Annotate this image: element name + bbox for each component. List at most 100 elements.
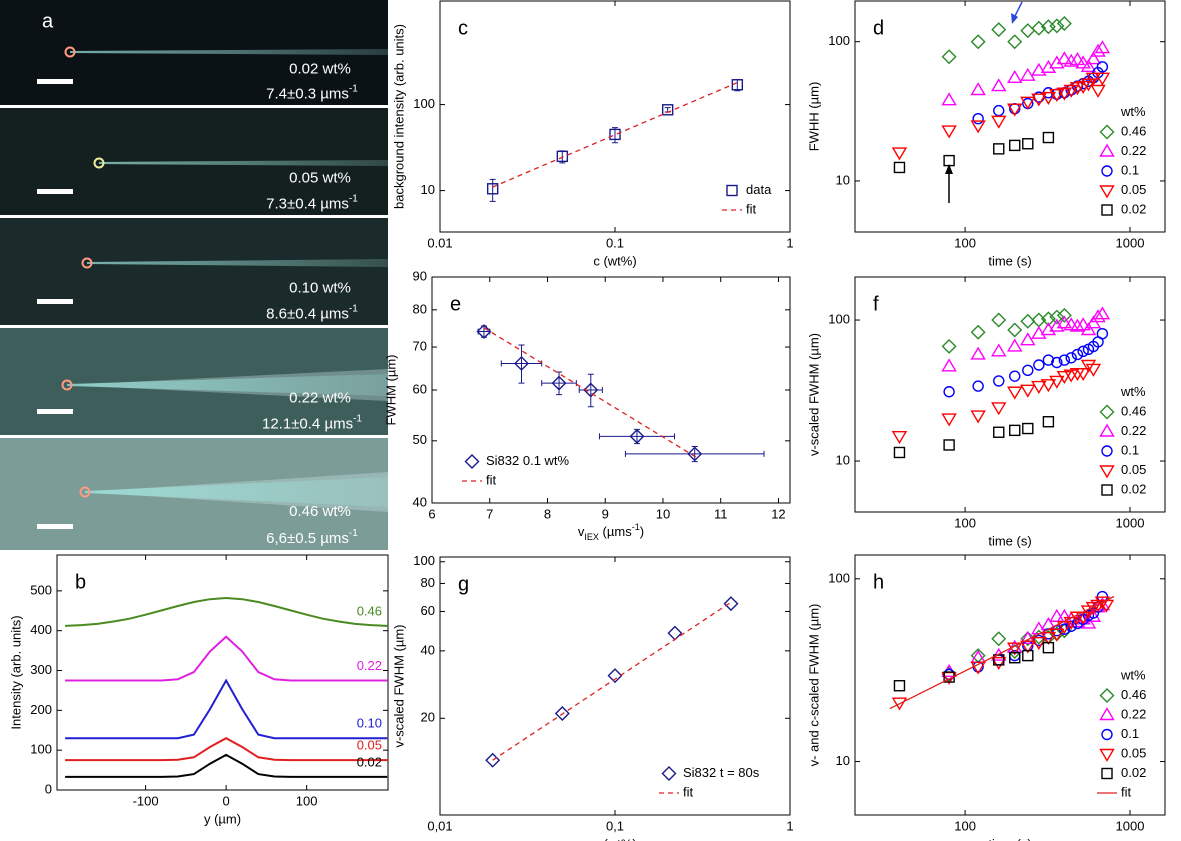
data-point xyxy=(972,112,984,125)
label-end: ) xyxy=(640,524,644,539)
data-point xyxy=(1022,138,1034,150)
data-point xyxy=(991,656,1007,671)
arrow xyxy=(1014,1,1023,17)
tail xyxy=(85,477,388,507)
x-tick-label: 1000 xyxy=(1116,515,1145,530)
data-point xyxy=(514,355,529,371)
speed-unit-sup: -1 xyxy=(349,84,358,95)
arrow-head xyxy=(945,164,953,174)
data-point xyxy=(1031,62,1047,76)
data-point xyxy=(1007,338,1023,352)
x-tick-label: -100 xyxy=(133,793,159,808)
x-tick-label: 0.01 xyxy=(427,235,452,250)
legend-label: 0.46 xyxy=(1121,123,1146,138)
tail xyxy=(87,259,388,267)
data-point xyxy=(970,661,986,675)
data-point xyxy=(893,161,906,174)
x-axis-label: time (s) xyxy=(988,533,1031,548)
scale-bar xyxy=(37,409,73,414)
data-point xyxy=(941,338,957,354)
y-tick-label: 40 xyxy=(421,642,435,657)
y-error-bar xyxy=(734,79,741,92)
data-point xyxy=(1065,352,1077,364)
data-point xyxy=(1051,356,1063,369)
speed-value: 8.6±0.4 µms xyxy=(266,305,349,322)
data-point xyxy=(993,104,1005,117)
data-point xyxy=(476,324,492,340)
x-tick-label: 0,01 xyxy=(427,818,452,833)
y-axis-label: v-scaled FWHM (µm) xyxy=(806,333,821,456)
data-point xyxy=(1009,139,1021,152)
data-point xyxy=(970,120,986,134)
legend-label: fit xyxy=(1121,784,1132,799)
panel-letter: e xyxy=(450,293,461,315)
series-label: 0.05 xyxy=(357,738,382,753)
legend-label: 0.02 xyxy=(1121,201,1146,216)
data-point xyxy=(891,697,908,711)
x-tick-label: 100 xyxy=(954,818,976,833)
speed-unit-sup: -1 xyxy=(349,303,358,314)
tail xyxy=(99,160,388,166)
series-label: 0.46 xyxy=(357,603,382,618)
legend-label: fit xyxy=(746,201,757,216)
y-tick-label: 80 xyxy=(413,301,427,316)
x-error-bar xyxy=(624,450,765,457)
profile-line xyxy=(65,753,388,778)
series-label: 0.10 xyxy=(357,716,382,731)
profile-line xyxy=(65,596,388,627)
speed-unit-sup: -1 xyxy=(353,413,362,424)
data-point xyxy=(1063,84,1079,98)
y-tick-label: 50 xyxy=(413,432,427,447)
data-point xyxy=(991,631,1007,647)
data-point xyxy=(993,375,1005,387)
data-point xyxy=(1020,313,1036,329)
data-point xyxy=(1056,51,1073,65)
data-point xyxy=(1020,96,1036,110)
data-point xyxy=(1090,43,1106,57)
plot-frame xyxy=(431,276,791,504)
data-point xyxy=(1007,642,1023,656)
data-point xyxy=(556,150,569,163)
data-point xyxy=(1094,596,1111,610)
micrograph xyxy=(0,218,388,325)
legend-label: 0.05 xyxy=(1121,182,1146,197)
x-error-bar xyxy=(578,387,603,393)
y-tick-label: 10 xyxy=(421,182,435,197)
panel-letter: h xyxy=(873,571,884,593)
data-point xyxy=(1056,307,1072,323)
data-point xyxy=(1094,72,1111,86)
data-point xyxy=(970,34,986,50)
particle xyxy=(81,257,93,269)
y-tick-label: 10 xyxy=(836,452,850,467)
data-point xyxy=(1049,375,1065,389)
legend-label: 0.05 xyxy=(1121,745,1146,760)
legend-marker xyxy=(1099,688,1115,703)
data-point xyxy=(991,312,1007,328)
y-error-bar xyxy=(612,127,618,144)
data-point xyxy=(1080,322,1097,336)
x-tick-label: 0,1 xyxy=(606,818,624,833)
plot-frame xyxy=(854,0,1166,233)
data-point xyxy=(609,128,621,141)
data-point xyxy=(970,82,986,96)
data-point xyxy=(583,382,599,398)
data-point xyxy=(1056,87,1073,101)
data-point xyxy=(991,115,1007,129)
legend-label: 0.1 xyxy=(1121,162,1139,177)
data-point xyxy=(1020,67,1036,81)
data-point xyxy=(1049,88,1065,103)
legend-label: 0.22 xyxy=(1121,706,1146,721)
y-tick-label: 200 xyxy=(30,702,52,717)
annotation-arrows xyxy=(945,1,1023,203)
data-point xyxy=(991,343,1007,357)
data-point xyxy=(723,596,739,612)
data-point xyxy=(1020,332,1036,346)
legend-marker xyxy=(1099,185,1115,199)
data-point xyxy=(1071,348,1084,361)
data-point xyxy=(1031,93,1047,107)
data-point xyxy=(1022,649,1034,662)
x-tick-label: 11 xyxy=(714,506,728,521)
legend-label: 0.22 xyxy=(1121,143,1146,158)
